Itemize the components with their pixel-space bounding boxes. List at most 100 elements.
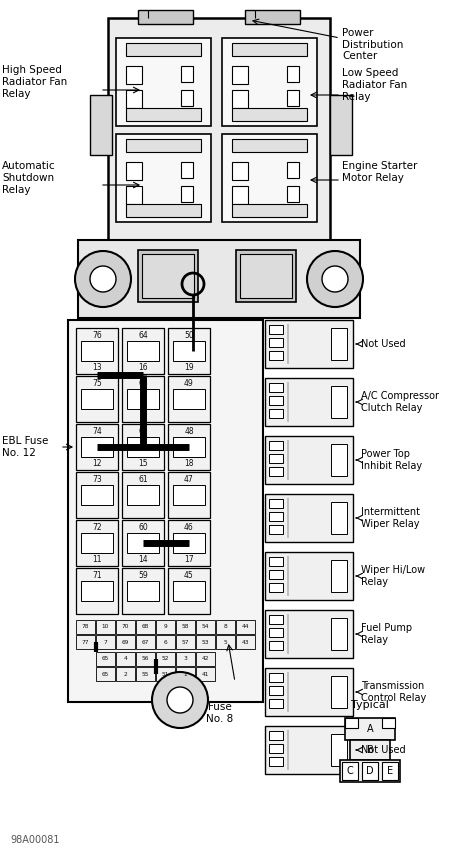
- Text: 7: 7: [104, 639, 108, 645]
- Text: 74: 74: [92, 426, 102, 436]
- Bar: [269, 383, 283, 392]
- Bar: [362, 762, 378, 780]
- Text: 52: 52: [162, 657, 169, 662]
- Bar: [269, 570, 283, 579]
- Bar: [269, 351, 283, 360]
- Text: 14: 14: [138, 555, 148, 563]
- Text: 64: 64: [138, 330, 148, 340]
- Bar: [76, 620, 95, 634]
- Bar: [142, 254, 194, 298]
- Bar: [269, 325, 283, 334]
- Bar: [269, 686, 283, 695]
- Text: 98A00081: 98A00081: [10, 835, 60, 845]
- Text: EBL Fuse
No. 12: EBL Fuse No. 12: [2, 437, 48, 458]
- Text: Power
Distribution
Center: Power Distribution Center: [342, 28, 403, 61]
- Bar: [331, 618, 347, 650]
- Bar: [122, 376, 164, 422]
- Bar: [173, 533, 205, 553]
- Bar: [222, 38, 317, 126]
- Bar: [287, 382, 289, 422]
- Bar: [287, 672, 289, 712]
- Bar: [173, 389, 205, 409]
- Bar: [156, 652, 175, 666]
- Bar: [168, 568, 210, 614]
- Bar: [127, 533, 159, 553]
- Text: 42: 42: [202, 657, 209, 662]
- Bar: [240, 254, 292, 298]
- Bar: [76, 568, 118, 614]
- Text: 57: 57: [182, 639, 189, 645]
- Text: 41: 41: [202, 671, 209, 676]
- Text: 65: 65: [102, 671, 109, 676]
- Text: Low Speed
Radiator Fan
Relay: Low Speed Radiator Fan Relay: [342, 68, 407, 102]
- Bar: [108, 18, 330, 240]
- Text: A/C Compressor
Clutch Relay: A/C Compressor Clutch Relay: [361, 391, 439, 413]
- Text: Not Used: Not Used: [361, 339, 406, 349]
- Text: B: B: [366, 745, 374, 755]
- Bar: [331, 676, 347, 708]
- Bar: [287, 614, 289, 654]
- Text: 65: 65: [102, 657, 109, 662]
- Text: 11: 11: [92, 555, 102, 563]
- Text: Typical: Typical: [351, 700, 389, 710]
- Text: 63: 63: [138, 378, 148, 388]
- Bar: [236, 250, 296, 302]
- Bar: [269, 699, 283, 708]
- Bar: [265, 552, 353, 600]
- Bar: [232, 90, 248, 108]
- Bar: [265, 320, 353, 368]
- Bar: [81, 533, 113, 553]
- Bar: [156, 667, 175, 681]
- Text: C: C: [346, 766, 354, 776]
- Bar: [331, 328, 347, 360]
- Circle shape: [307, 251, 363, 307]
- Bar: [176, 652, 195, 666]
- Bar: [232, 186, 248, 204]
- Bar: [269, 454, 283, 463]
- Bar: [76, 376, 118, 422]
- Text: 59: 59: [138, 570, 148, 580]
- Bar: [81, 341, 113, 361]
- Text: 50: 50: [184, 330, 194, 340]
- Bar: [127, 485, 159, 505]
- Text: 49: 49: [184, 378, 194, 388]
- Bar: [232, 204, 307, 217]
- Bar: [181, 66, 193, 82]
- Bar: [126, 108, 201, 121]
- Bar: [156, 635, 175, 649]
- Text: 18: 18: [184, 459, 194, 467]
- Bar: [216, 635, 235, 649]
- Bar: [331, 560, 347, 592]
- Bar: [126, 162, 142, 180]
- Text: 44: 44: [242, 625, 249, 629]
- Text: Engine Starter
Motor Relay: Engine Starter Motor Relay: [342, 161, 418, 183]
- Text: Intermittent
Wiper Relay: Intermittent Wiper Relay: [361, 508, 420, 529]
- Bar: [265, 610, 353, 658]
- Bar: [176, 635, 195, 649]
- Text: 6: 6: [164, 639, 167, 645]
- Bar: [126, 204, 201, 217]
- Bar: [287, 186, 299, 202]
- Bar: [168, 424, 210, 470]
- Bar: [68, 320, 263, 702]
- Bar: [76, 472, 118, 518]
- Text: 78: 78: [82, 625, 89, 629]
- Bar: [122, 472, 164, 518]
- Bar: [232, 139, 307, 152]
- Bar: [382, 762, 398, 780]
- Bar: [236, 620, 255, 634]
- Text: 48: 48: [184, 426, 194, 436]
- Bar: [116, 134, 211, 222]
- Text: 13: 13: [92, 362, 102, 372]
- Bar: [269, 731, 283, 740]
- Text: Transmission
Control Relay: Transmission Control Relay: [361, 681, 426, 703]
- Bar: [331, 386, 347, 418]
- Bar: [269, 583, 283, 592]
- Text: E: E: [387, 766, 393, 776]
- Bar: [173, 485, 205, 505]
- Bar: [216, 620, 235, 634]
- Text: 73: 73: [92, 474, 102, 484]
- Bar: [236, 635, 255, 649]
- Bar: [265, 378, 353, 426]
- Bar: [330, 95, 352, 155]
